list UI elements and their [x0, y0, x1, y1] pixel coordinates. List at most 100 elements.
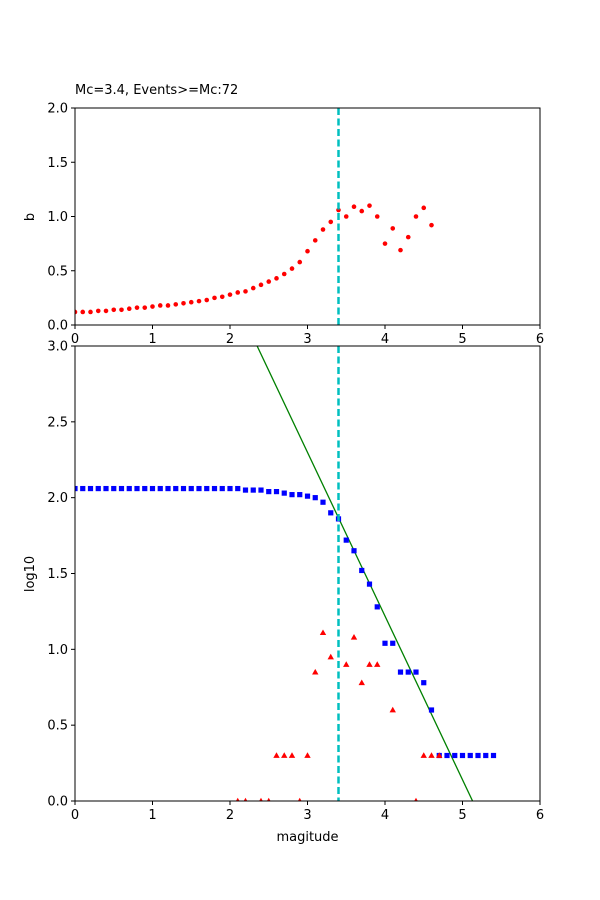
bottom-series-0-point: [80, 485, 86, 492]
bottom-series-0-point: [173, 485, 179, 492]
bottom-series-1-point: [366, 661, 373, 667]
bottom-x-tick-label: 6: [536, 808, 544, 823]
bottom-series-0-point: [413, 669, 419, 675]
bottom-series-1-point: [281, 752, 288, 758]
bottom-series-0-point: [258, 487, 264, 493]
bottom-series-0-point: [374, 604, 380, 610]
bottom-y-tick-label: 2.5: [47, 415, 68, 430]
bottom-series-0-point: [405, 669, 411, 675]
top-series-0-point: [95, 308, 101, 314]
top-series-0-point: [181, 301, 186, 306]
top-series-0-point: [312, 238, 318, 243]
bottom-series-0-point: [219, 485, 225, 492]
bottom-series-1-point: [428, 752, 435, 758]
bottom-series-0-point: [328, 510, 334, 516]
top-series-0-point: [328, 219, 334, 225]
top-series-0-point: [134, 305, 140, 310]
top-series-0-point: [111, 307, 117, 313]
bottom-series-0-point: [297, 492, 303, 498]
top-x-tick-label: 3: [303, 332, 311, 347]
bottom-x-tick-label: 5: [458, 808, 466, 823]
bottom-series-0-point: [165, 485, 171, 492]
bottom-series-0-point: [351, 548, 357, 554]
bottom-series-0-point: [149, 485, 156, 492]
bottom-y-tick-label: 0.5: [47, 719, 68, 734]
top-series-0-point: [266, 279, 272, 284]
bottom-series-0-point: [289, 492, 295, 498]
top-series-0-point: [258, 282, 264, 288]
bottom-series-1-point: [288, 752, 296, 758]
bottom-series-1-point: [304, 752, 311, 758]
top-plot-area: [75, 108, 540, 325]
bottom-series-1-point: [389, 706, 396, 713]
bottom-series-1-point: [436, 752, 443, 758]
bottom-x-axis-label: magitude: [276, 830, 338, 845]
bottom-series-0-point: [211, 485, 218, 492]
bottom-series-0-point: [111, 485, 117, 492]
top-x-tick-label: 0: [71, 332, 79, 347]
top-series-0-point: [88, 309, 93, 315]
bottom-series-1-point: [312, 668, 319, 675]
bottom-series-0-point: [250, 487, 256, 493]
bottom-plot-area: [75, 346, 540, 801]
top-x-tick-label: 2: [226, 332, 234, 347]
bottom-series-1-point: [297, 797, 302, 801]
bottom-series-0-point: [421, 680, 427, 686]
top-series-0-point: [227, 292, 233, 297]
top-series-0-point: [429, 222, 434, 228]
bottom-x-tick-label: 2: [226, 808, 234, 823]
top-series-0-point: [196, 298, 202, 304]
bottom-series-1-point: [259, 797, 263, 801]
top-x-tick-label: 5: [458, 332, 466, 347]
top-y-tick-label: 0.5: [47, 264, 68, 279]
b-value-panel: 0 1 2 3 4 5 6 0.0 0.5 1.0 1.5 2.0: [47, 102, 544, 348]
bottom-series-0-point: [204, 485, 210, 492]
bottom-series-0-point: [428, 707, 435, 713]
top-series-0-point: [398, 247, 403, 253]
top-series-0-point: [204, 297, 210, 303]
bottom-series-0-point: [490, 752, 497, 759]
bottom-series-0-point: [397, 669, 404, 675]
top-series-0-point: [281, 271, 287, 277]
bottom-series-1-point: [273, 752, 280, 758]
top-x-tick-label: 1: [148, 332, 156, 347]
top-series-0-point: [305, 248, 310, 254]
top-series-0-point: [320, 227, 326, 232]
bottom-series-0-point: [390, 640, 396, 646]
bottom-y-tick-label: 0.0: [47, 795, 68, 810]
bottom-series-0-point: [483, 752, 489, 759]
top-series-0-point: [157, 303, 163, 308]
bottom-y-tick-label: 1.5: [47, 567, 68, 582]
bottom-series-0-point: [343, 537, 349, 543]
top-series-0-point: [374, 214, 380, 219]
top-series-0-point: [382, 241, 388, 246]
bottom-series-1-point: [235, 797, 240, 801]
bottom-x-tick-label: 1: [148, 808, 156, 823]
bottom-series-0-point: [281, 490, 287, 496]
top-series-0-point: [126, 306, 132, 312]
top-series-0-point: [367, 203, 372, 208]
bottom-series-0-point: [382, 640, 388, 646]
bottom-series-0-point: [320, 499, 326, 505]
top-y-tick-label: 1.0: [47, 210, 68, 225]
top-series-0-point: [274, 276, 279, 281]
bottom-series-0-point: [235, 485, 241, 492]
bottom-x-tick-label: 0: [71, 808, 79, 823]
bottom-series-0-point: [87, 485, 94, 492]
top-series-0-point: [212, 295, 217, 301]
bottom-series-0-point: [103, 485, 109, 492]
top-series-0-point: [219, 294, 225, 300]
bottom-series-0-point: [126, 485, 132, 492]
bottom-series-0-point: [304, 493, 311, 499]
bottom-y-axis-label: log10: [23, 556, 38, 592]
bottom-series-1-point: [414, 797, 418, 801]
top-series-0-point: [142, 305, 148, 310]
bottom-series-1-point: [350, 634, 358, 640]
bottom-series-1-point: [266, 797, 271, 801]
top-chart-title: Mc=3.4, Events>=Mc:72: [75, 83, 238, 98]
bottom-series-0-point: [266, 489, 272, 495]
top-plot-content: [75, 108, 434, 325]
top-series-0-point: [173, 302, 179, 307]
top-series-0-point: [75, 309, 78, 315]
